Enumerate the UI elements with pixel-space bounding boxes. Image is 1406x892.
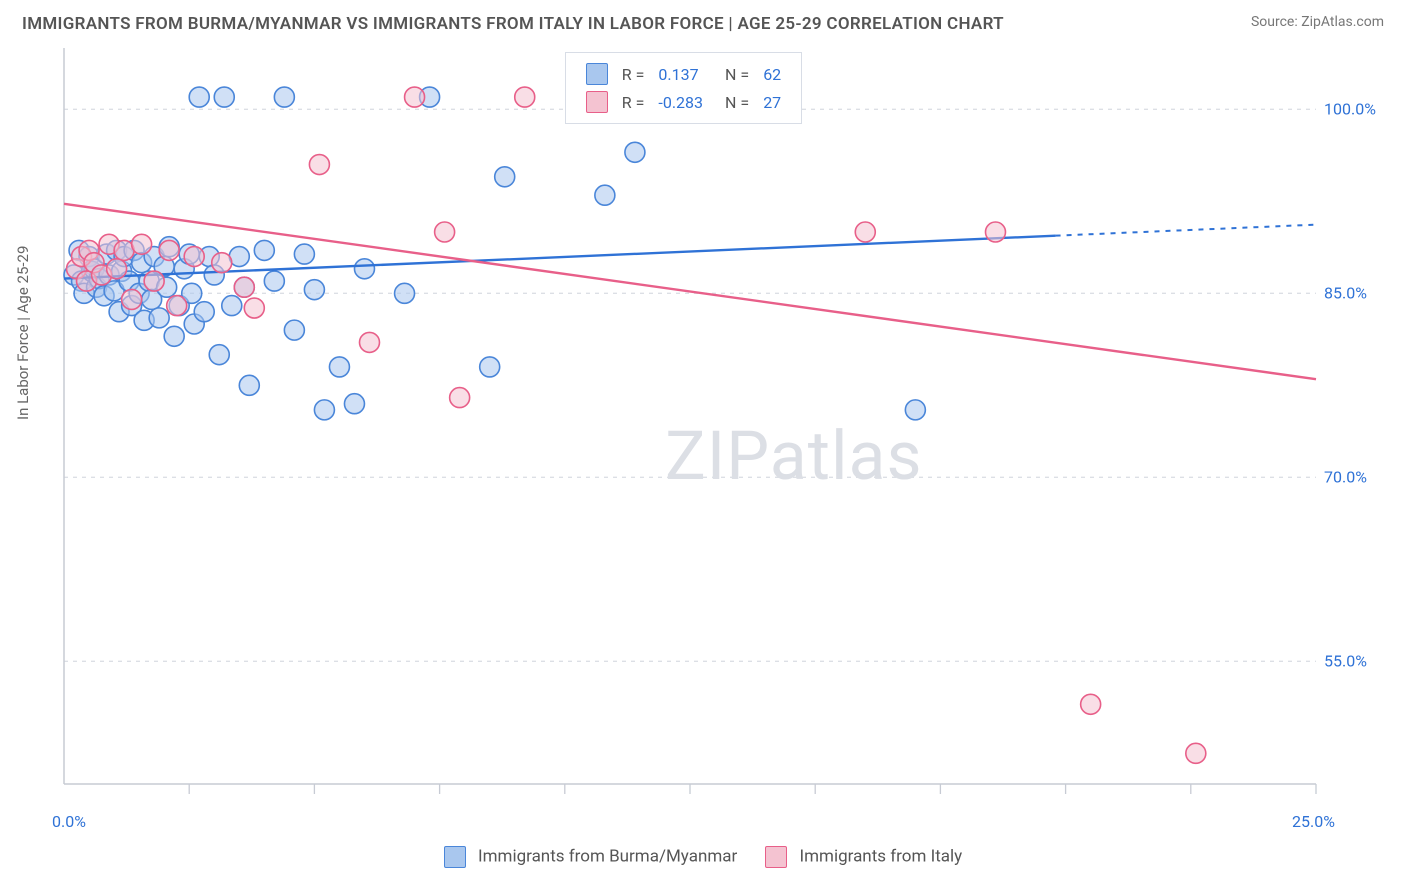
stat-r-label: R = bbox=[616, 61, 651, 87]
data-point bbox=[1081, 694, 1101, 714]
data-point bbox=[395, 283, 415, 303]
scatter-chart: 55.0% 70.0% 85.0% 100.0% bbox=[58, 42, 1376, 812]
data-point bbox=[309, 155, 329, 175]
data-point bbox=[314, 400, 334, 420]
data-point bbox=[480, 357, 500, 377]
svg-text:70.0%: 70.0% bbox=[1324, 467, 1367, 486]
legend-item-italy: Immigrants from Italy bbox=[765, 846, 962, 868]
data-point bbox=[905, 400, 925, 420]
data-point bbox=[359, 332, 379, 352]
data-point bbox=[329, 357, 349, 377]
chart-source: Source: ZipAtlas.com bbox=[1251, 14, 1384, 30]
data-point bbox=[149, 308, 169, 328]
data-point bbox=[122, 289, 142, 309]
data-point bbox=[132, 234, 152, 254]
data-point bbox=[274, 87, 294, 107]
stat-r-label: R = bbox=[616, 89, 651, 115]
svg-text:55.0%: 55.0% bbox=[1324, 651, 1367, 670]
data-point bbox=[209, 345, 229, 365]
data-point bbox=[244, 298, 264, 318]
data-point bbox=[239, 375, 259, 395]
data-point bbox=[107, 259, 127, 279]
data-point bbox=[189, 87, 209, 107]
data-point bbox=[435, 222, 455, 242]
data-point bbox=[1186, 743, 1206, 763]
legend-label: Immigrants from Burma/Myanmar bbox=[478, 846, 737, 866]
y-axis-label: In Labor Force | Age 25-29 bbox=[14, 246, 32, 420]
data-point bbox=[515, 87, 535, 107]
stat-n-value: 27 bbox=[757, 89, 787, 115]
data-point bbox=[222, 296, 242, 316]
data-point bbox=[304, 280, 324, 300]
x-axis-min-label: 0.0% bbox=[52, 812, 86, 831]
svg-text:100.0%: 100.0% bbox=[1324, 99, 1376, 118]
data-point bbox=[495, 167, 515, 187]
data-point bbox=[405, 87, 425, 107]
data-point bbox=[855, 222, 875, 242]
legend-label: Immigrants from Italy bbox=[800, 846, 963, 866]
stat-r-value: 0.137 bbox=[652, 61, 709, 87]
data-point bbox=[164, 326, 184, 346]
trend-line-ext bbox=[1056, 225, 1316, 236]
data-point bbox=[184, 247, 204, 267]
data-point bbox=[344, 394, 364, 414]
series-legend: Immigrants from Burma/Myanmar Immigrants… bbox=[0, 846, 1406, 868]
data-point bbox=[450, 388, 470, 408]
data-point bbox=[264, 271, 284, 291]
stat-n-value: 62 bbox=[757, 61, 787, 87]
chart-area: 55.0%70.0%85.0%100.0% ZIPatlas R = 0.137… bbox=[58, 42, 1384, 812]
chart-title: IMMIGRANTS FROM BURMA/MYANMAR VS IMMIGRA… bbox=[22, 14, 1004, 34]
data-point bbox=[294, 244, 314, 264]
x-axis-max-label: 25.0% bbox=[1292, 812, 1335, 831]
data-point bbox=[167, 296, 187, 316]
data-point bbox=[214, 87, 234, 107]
data-point bbox=[595, 185, 615, 205]
data-point bbox=[354, 259, 374, 279]
data-point bbox=[212, 253, 232, 273]
data-point bbox=[144, 271, 164, 291]
data-point bbox=[985, 222, 1005, 242]
stat-r-value: -0.283 bbox=[652, 89, 709, 115]
stats-legend: R = 0.137 N = 62 R = -0.283 N = 27 bbox=[565, 52, 802, 124]
svg-text:85.0%: 85.0% bbox=[1324, 283, 1367, 302]
data-point bbox=[159, 240, 179, 260]
legend-item-burma: Immigrants from Burma/Myanmar bbox=[444, 846, 738, 868]
data-point bbox=[194, 302, 214, 322]
data-point bbox=[284, 320, 304, 340]
data-point bbox=[625, 142, 645, 162]
stat-n-label: N = bbox=[711, 61, 755, 87]
stat-n-label: N = bbox=[711, 89, 755, 115]
data-point bbox=[234, 277, 254, 297]
data-point bbox=[254, 240, 274, 260]
